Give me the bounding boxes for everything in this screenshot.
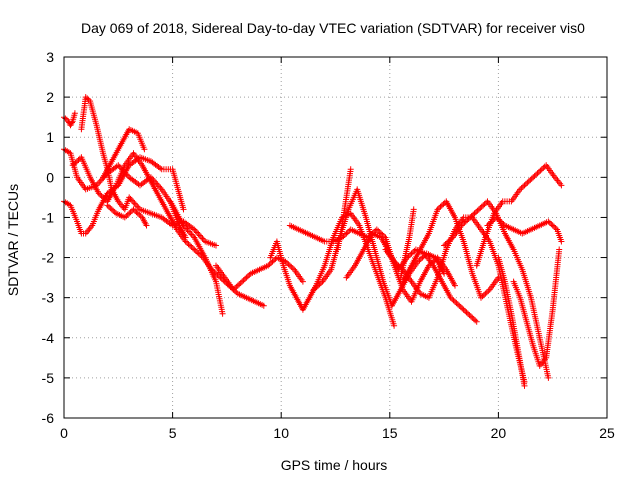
data-point-markers xyxy=(473,162,565,269)
data-point-markers xyxy=(510,246,563,369)
y-tick-label: -6 xyxy=(42,410,55,426)
series-trace-v xyxy=(167,198,189,241)
x-axis-label: GPS time / hours xyxy=(281,457,388,473)
y-tick-label: 2 xyxy=(46,89,54,105)
y-tick-label: -2 xyxy=(42,250,55,266)
data-point-markers xyxy=(167,198,189,241)
data-point-markers xyxy=(104,202,150,229)
data-points xyxy=(61,94,565,389)
series-trace-f xyxy=(100,126,148,181)
y-tick-label: -5 xyxy=(42,370,55,386)
series-trace-s xyxy=(495,254,528,389)
x-tick-label: 20 xyxy=(491,425,507,441)
x-tick-label: 15 xyxy=(382,425,398,441)
data-point-markers xyxy=(267,210,398,329)
x-tick-label: 25 xyxy=(599,425,615,441)
plot-frame xyxy=(63,56,608,419)
series-trace-u xyxy=(397,206,417,281)
series-trace-h xyxy=(213,254,306,293)
y-tick-label: -1 xyxy=(42,209,55,225)
series-trace-d xyxy=(78,94,219,249)
series-trace-t xyxy=(334,166,354,253)
axis-ticks: 0 5 10 15 20 25 -6 -5 -4 -3 -2 -1 0 1 2 3 xyxy=(42,49,615,441)
y-tick-label: -4 xyxy=(42,330,55,346)
data-point-markers xyxy=(213,254,306,293)
series-trace-q xyxy=(484,214,565,245)
x-tick-label: 5 xyxy=(169,425,177,441)
x-tick-label: 10 xyxy=(273,425,289,441)
series-trace-i xyxy=(267,210,398,329)
grid-lines xyxy=(64,57,607,418)
data-point-markers xyxy=(100,126,148,181)
series-trace-r xyxy=(510,246,563,369)
data-point-markers xyxy=(78,94,219,249)
chart-title: Day 069 of 2018, Sidereal Day-to-day VTE… xyxy=(81,20,585,36)
y-tick-label: 0 xyxy=(46,169,54,185)
series-trace-p xyxy=(473,162,565,269)
data-point-markers xyxy=(397,206,417,281)
data-point-markers xyxy=(334,166,354,253)
data-point-markers xyxy=(495,254,528,389)
series-trace-g xyxy=(104,202,150,229)
x-tick-label: 0 xyxy=(60,425,68,441)
y-axis-label: SDTVAR / TECUs xyxy=(5,184,21,296)
y-tick-label: -3 xyxy=(42,290,55,306)
data-point-markers xyxy=(343,230,480,325)
data-point-markers xyxy=(484,214,565,245)
y-tick-label: 1 xyxy=(46,129,54,145)
y-tick-label: 3 xyxy=(46,49,54,65)
series-trace-l xyxy=(343,230,480,325)
